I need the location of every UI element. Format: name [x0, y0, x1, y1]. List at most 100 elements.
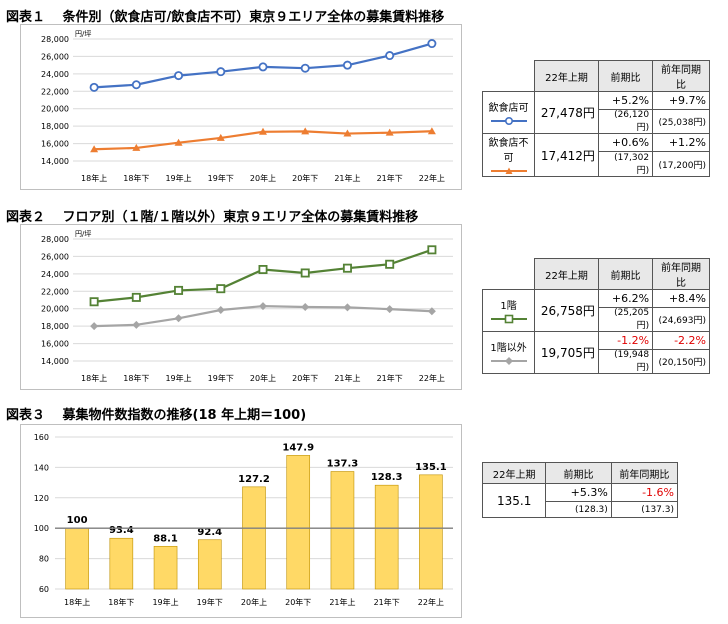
qoq-change: +6.2% — [597, 289, 654, 308]
value-cell: 135.1 — [481, 483, 547, 518]
data-point — [385, 128, 394, 136]
data-point — [385, 305, 394, 314]
x-tick-label: 20年上 — [250, 173, 276, 183]
data-label: 127.2 — [238, 474, 270, 485]
row-label-cell: 飲食店可 — [481, 91, 536, 134]
yoy-change: -2.2% — [652, 331, 710, 350]
row-label: 1階以外 — [490, 343, 527, 354]
y-tick-label: 24,000 — [41, 270, 69, 279]
y-tick-label: 22,000 — [41, 87, 69, 96]
data-label: 93.4 — [109, 525, 134, 536]
data-label: 137.3 — [327, 459, 359, 470]
value-cell: 17,412円 — [534, 133, 599, 177]
qoq-change: +0.6% — [597, 132, 654, 153]
data-point — [343, 129, 352, 137]
y-tick-label: 24,000 — [41, 70, 69, 79]
x-tick-label: 20年上 — [250, 373, 276, 383]
data-point — [301, 127, 310, 135]
yoy-change: +8.4% — [652, 289, 710, 308]
row-label: 飲食店可 — [488, 103, 529, 114]
x-tick-label: 21年上 — [334, 373, 360, 383]
table-header: 前期比 — [597, 258, 654, 290]
yoy-prev: (17,200円) — [652, 151, 710, 177]
x-tick-label: 22年上 — [418, 597, 444, 607]
data-label: 135.1 — [415, 462, 447, 473]
qoq-change: -1.2% — [597, 331, 654, 350]
bar — [65, 527, 89, 590]
figure3-table: 22年上期 前期比 前年同期比 135.1 +5.3% -1.6% (128.3… — [481, 462, 679, 518]
x-tick-label: 19年下 — [208, 173, 234, 183]
data-point — [385, 51, 395, 61]
yoy-prev: (25,038円) — [652, 109, 710, 134]
legend-triangle-marker-icon — [490, 167, 527, 174]
yoy-prev: (24,693円) — [652, 307, 710, 332]
x-tick-label: 18年下 — [108, 597, 134, 607]
table-header: 前年同期比 — [652, 60, 710, 92]
data-point — [89, 297, 99, 307]
data-point — [174, 138, 183, 146]
data-point — [216, 306, 225, 315]
y-tick-label: 22,000 — [41, 287, 69, 296]
figure1-chart: 28,000 26,000 24,000 22,000 20,000 18,000 16,0… — [20, 24, 462, 190]
data-point — [427, 39, 437, 49]
data-point — [385, 259, 395, 269]
data-point — [132, 320, 141, 329]
x-tick-label: 20年下 — [285, 597, 311, 607]
data-point — [174, 314, 183, 323]
data-point — [131, 80, 141, 90]
data-point — [300, 268, 310, 278]
table-header: 前年同期比 — [652, 258, 710, 290]
figure2-title: 図表２ フロア別（１階/１階以外）東京９エリア全体の募集賃料推移 — [6, 210, 419, 225]
bar — [330, 471, 355, 590]
data-label: 88.1 — [153, 533, 178, 544]
x-tick-label: 18年上 — [64, 597, 90, 607]
data-point — [427, 307, 436, 316]
row-label-cell: 1階以外 — [481, 331, 536, 374]
yoy-prev: (20,150円) — [652, 349, 710, 374]
x-tick-label: 22年上 — [419, 373, 445, 383]
data-point — [427, 245, 437, 255]
y-tick-label: 60 — [39, 585, 49, 594]
data-point — [174, 285, 184, 295]
bar — [286, 455, 311, 590]
x-tick-label: 22年上 — [419, 173, 445, 183]
data-point — [131, 292, 141, 302]
figure3-title: 図表３ 募集物件数指数の推移(18 年上期＝100) — [6, 408, 307, 423]
x-tick-label: 21年下 — [377, 173, 403, 183]
x-tick-label: 19年上 — [152, 597, 178, 607]
data-point — [258, 62, 268, 72]
x-tick-label: 19年上 — [165, 173, 191, 183]
x-tick-label: 20年下 — [292, 373, 318, 383]
data-point — [258, 265, 268, 275]
y-tick-label: 120 — [34, 494, 49, 503]
x-tick-label: 21年上 — [334, 173, 360, 183]
figure1-title: 図表１ 条件別（飲食店可/飲食店不可）東京９エリア全体の募集賃料推移 — [6, 10, 445, 25]
legend-circle-marker-icon — [490, 116, 527, 126]
y-tick-label: 14,000 — [41, 357, 69, 366]
y-tick-label: 80 — [39, 555, 49, 564]
bar — [109, 537, 134, 590]
data-point — [259, 127, 267, 135]
x-tick-label: 20年上 — [241, 597, 267, 607]
series-line — [93, 248, 433, 303]
data-point — [343, 303, 352, 312]
data-point — [342, 263, 352, 273]
bar — [197, 539, 222, 590]
value-cell: 26,758円 — [534, 289, 599, 332]
data-point — [89, 82, 99, 92]
bar — [419, 474, 443, 590]
y-tick-label: 100 — [34, 524, 49, 533]
y-tick-label: 20,000 — [41, 105, 69, 114]
table-header: 前期比 — [545, 462, 612, 484]
x-tick-label: 19年上 — [165, 373, 191, 383]
legend-diamond-marker-icon — [490, 357, 527, 365]
data-label: 147.9 — [282, 442, 314, 453]
y-tick-label: 20,000 — [41, 305, 69, 314]
y-unit-label: 円/坪 — [75, 230, 91, 238]
table-header: 22年上期 — [534, 60, 599, 92]
legend-square-marker-icon — [490, 314, 527, 324]
value-cell: 19,705円 — [534, 331, 599, 374]
yoy-prev: (137.3) — [610, 501, 679, 518]
table-header: 前年同期比 — [610, 462, 679, 484]
bar — [374, 484, 399, 590]
